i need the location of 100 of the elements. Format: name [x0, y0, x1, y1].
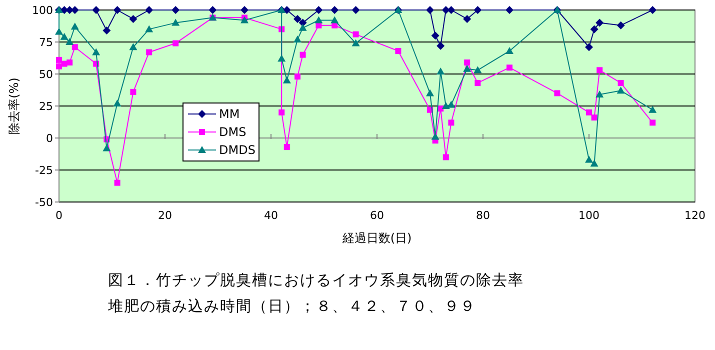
- point: [586, 109, 592, 116]
- point: [426, 6, 434, 14]
- point: [554, 90, 560, 96]
- point: [55, 28, 63, 35]
- point: [616, 86, 625, 94]
- point: [648, 6, 657, 14]
- point: [506, 6, 514, 14]
- y-tick-label: -50: [35, 196, 53, 209]
- point: [294, 35, 302, 42]
- point: [129, 14, 138, 23]
- legend-label: MM: [219, 107, 240, 122]
- point: [442, 154, 449, 160]
- point: [650, 120, 656, 126]
- point: [240, 16, 248, 24]
- point: [447, 100, 456, 108]
- x-tick-label: 120: [684, 209, 706, 222]
- point: [66, 59, 73, 66]
- point: [102, 144, 111, 152]
- point: [585, 43, 593, 52]
- point: [146, 49, 152, 56]
- point: [72, 44, 78, 50]
- point: [448, 120, 454, 126]
- y-tick-label: 50: [39, 68, 53, 81]
- x-tick-label: 80: [476, 209, 490, 222]
- point: [145, 25, 154, 32]
- point: [102, 26, 111, 34]
- point: [56, 63, 62, 70]
- point: [442, 102, 450, 109]
- y-tick-label: 25: [39, 100, 53, 113]
- point: [240, 6, 248, 14]
- y-tick-label: 75: [39, 36, 53, 49]
- point: [474, 66, 482, 74]
- text: 図１．竹チップ脱臭槽におけるイオウ系臭気物質の除去率: [108, 271, 524, 289]
- point: [294, 14, 302, 23]
- point: [294, 74, 300, 80]
- point: [114, 180, 120, 186]
- point: [395, 48, 402, 54]
- point: [56, 56, 62, 63]
- point: [474, 80, 481, 86]
- point: [330, 6, 339, 14]
- point: [66, 38, 74, 45]
- point: [590, 160, 598, 167]
- x-tick-label: 100: [578, 209, 600, 222]
- point: [426, 89, 434, 96]
- x-tick-label: 0: [56, 209, 62, 222]
- point: [506, 46, 514, 54]
- point: [314, 16, 323, 24]
- point: [113, 99, 122, 106]
- y-tick-label: 100: [32, 4, 53, 17]
- point: [648, 106, 657, 113]
- point: [330, 16, 339, 24]
- x-tick-label: 40: [264, 209, 278, 222]
- point: [436, 67, 445, 74]
- point: [431, 32, 440, 40]
- point: [208, 6, 217, 14]
- point: [352, 39, 360, 46]
- point: [464, 59, 470, 66]
- point: [618, 80, 624, 86]
- point: [298, 24, 307, 31]
- point: [474, 6, 482, 14]
- point: [282, 76, 291, 84]
- point: [352, 6, 360, 14]
- x-tick-label: 20: [158, 209, 172, 222]
- x-axis-title: 経過日数(日): [341, 231, 412, 245]
- point: [130, 88, 136, 95]
- point: [463, 64, 472, 72]
- point: [591, 114, 598, 121]
- point: [442, 6, 450, 14]
- point: [300, 52, 306, 58]
- point: [278, 54, 286, 62]
- point: [314, 6, 323, 14]
- point: [596, 90, 604, 98]
- point: [92, 48, 100, 56]
- point: [70, 22, 79, 30]
- point: [596, 67, 603, 74]
- point: [92, 6, 100, 14]
- point: [60, 32, 68, 40]
- point: [172, 6, 180, 14]
- point: [352, 31, 359, 38]
- point: [113, 6, 122, 14]
- point: [284, 144, 290, 150]
- point: [436, 42, 445, 50]
- point: [616, 21, 625, 30]
- y-tick-label: -25: [35, 164, 53, 177]
- point: [506, 64, 512, 71]
- point: [129, 43, 138, 50]
- legend-label: DMDS: [219, 143, 256, 158]
- point: [463, 14, 472, 23]
- point: [145, 6, 154, 14]
- y-axis-title: 除去率(%): [7, 78, 21, 134]
- point: [172, 40, 179, 46]
- text: 堆肥の積み込み時間（日）；８、４２、７０、９９: [107, 297, 476, 315]
- point: [172, 18, 180, 26]
- legend-label: DMS: [219, 125, 246, 140]
- point: [596, 18, 604, 27]
- point: [590, 25, 598, 34]
- x-tick-label: 60: [370, 209, 384, 222]
- y-tick-label: 0: [46, 132, 53, 145]
- point: [278, 109, 285, 116]
- point: [585, 156, 593, 163]
